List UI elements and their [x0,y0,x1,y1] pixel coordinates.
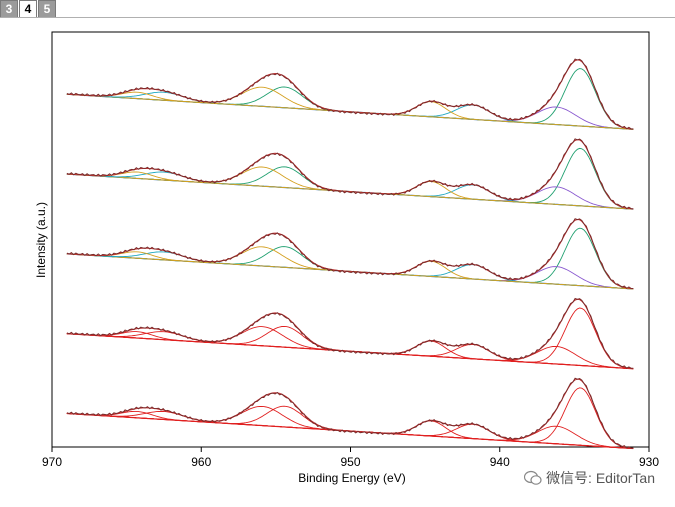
series-3-peak-8 [66,251,634,290]
series-5-envelope [66,378,634,449]
series-4-raw-data [66,297,634,369]
series-1-raw-data [66,58,634,130]
x-tick-label-930: 930 [639,455,659,469]
series-1-peak-8 [66,91,634,130]
spectra [66,58,634,450]
x-tick-label-960: 960 [191,455,211,469]
x-tick-label-950: 950 [340,455,360,469]
series-3-raw-data [66,218,634,290]
series-2-envelope [66,139,634,210]
series-2-raw-data [66,138,634,210]
wechat-icon [524,470,542,485]
y-axis-title: Intensity (a.u.) [34,202,48,278]
series-5-peak-8 [66,410,634,449]
x-axis: 970 960 950 940 930 [42,447,659,469]
watermark-text: 微信号: EditorTan [546,470,655,486]
series-4-peak-8 [66,331,634,370]
x-tick-label-970: 970 [42,455,62,469]
x-tick-label-940: 940 [490,455,510,469]
tab-4[interactable]: 4 [19,0,37,18]
series-2-peak-8 [66,171,634,210]
series-1-envelope [66,59,634,130]
plot-frame [51,31,650,448]
worksheet-tabs: 3 4 5 [0,0,56,18]
tab-divider [0,17,675,18]
x-axis-title: Binding Energy (eV) [298,471,405,485]
series-4-envelope [66,298,634,370]
series-3-envelope [66,218,634,290]
series-5-raw-data [66,377,634,449]
watermark: 微信号: EditorTan [524,468,655,488]
